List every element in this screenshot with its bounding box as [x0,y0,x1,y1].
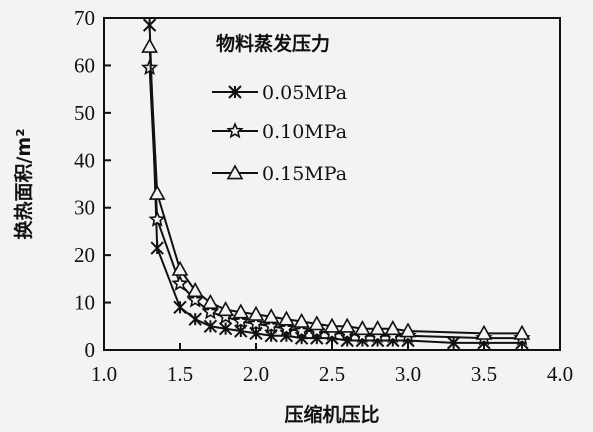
triangle-marker [338,317,356,333]
triangle-marker [278,310,295,326]
triangle-marker [475,324,493,340]
triangle-marker [226,164,244,180]
x-star-marker [228,85,242,99]
triangle-marker [171,260,189,276]
x-star-marker [150,241,164,255]
y-axis-title: 换热面积/m² [12,128,35,239]
triangle-marker [513,324,531,340]
triangle-marker [399,322,417,338]
triangle-marker [186,282,204,298]
x-tick-label: 2.5 [319,362,345,386]
triangle-marker [202,293,219,310]
x-tick-label: 4.0 [547,362,573,386]
legend-entry: 0.05MPa [212,82,347,104]
legend-label: 0.05MPa [262,82,347,104]
x-tick-label: 3.0 [395,362,421,386]
star-marker [148,210,166,227]
star-marker [186,291,204,308]
x-axis-title: 压缩机压比 [284,403,379,426]
triangle-marker [354,320,371,336]
triangle-marker [323,317,341,333]
legend-entry: 0.10MPa [212,121,347,143]
triangle-marker [232,303,250,319]
x-star-marker [203,319,218,333]
x-tick-label: 1.0 [91,362,117,386]
legend-entry: 0.15MPa [212,163,347,185]
star-marker [262,317,280,334]
star-marker [140,58,159,76]
star-marker [226,121,244,139]
star-marker [247,314,265,332]
triangle-marker [141,37,158,53]
x-star-marker [218,321,233,336]
star-marker [201,303,220,320]
triangle-marker [262,308,280,324]
x-star-marker [173,300,187,315]
triangle-marker [217,301,234,317]
x-tick-label: 3.5 [471,362,497,386]
y-tick-label: 50 [74,101,95,125]
y-tick-label: 70 [74,6,95,30]
triangle-marker [293,312,310,328]
y-tick-label: 40 [74,148,95,172]
triangle-marker [308,315,326,331]
legend-title: 物料蒸发压力 [216,32,330,55]
triangle-marker [384,320,402,336]
x-star-marker [188,312,202,326]
y-tick-label: 0 [85,338,96,362]
series-2 [141,37,531,340]
star-marker [232,312,250,329]
series-1 [140,58,531,346]
star-marker [277,319,296,336]
x-star-marker [142,18,157,32]
y-tick-label: 20 [74,243,95,267]
legend-label: 0.15MPa [262,163,347,185]
triangle-marker [247,305,265,321]
y-tick-label: 30 [74,196,95,220]
legend-label: 0.10MPa [262,121,347,143]
triangle-marker [369,320,386,336]
y-tick-label: 10 [74,291,95,315]
star-marker [171,274,189,291]
x-star-marker [446,336,461,350]
triangle-marker [148,184,166,200]
x-tick-label: 1.5 [167,362,193,386]
star-marker [292,321,311,339]
y-tick-label: 60 [74,53,95,77]
x-tick-label: 2.0 [243,362,269,386]
